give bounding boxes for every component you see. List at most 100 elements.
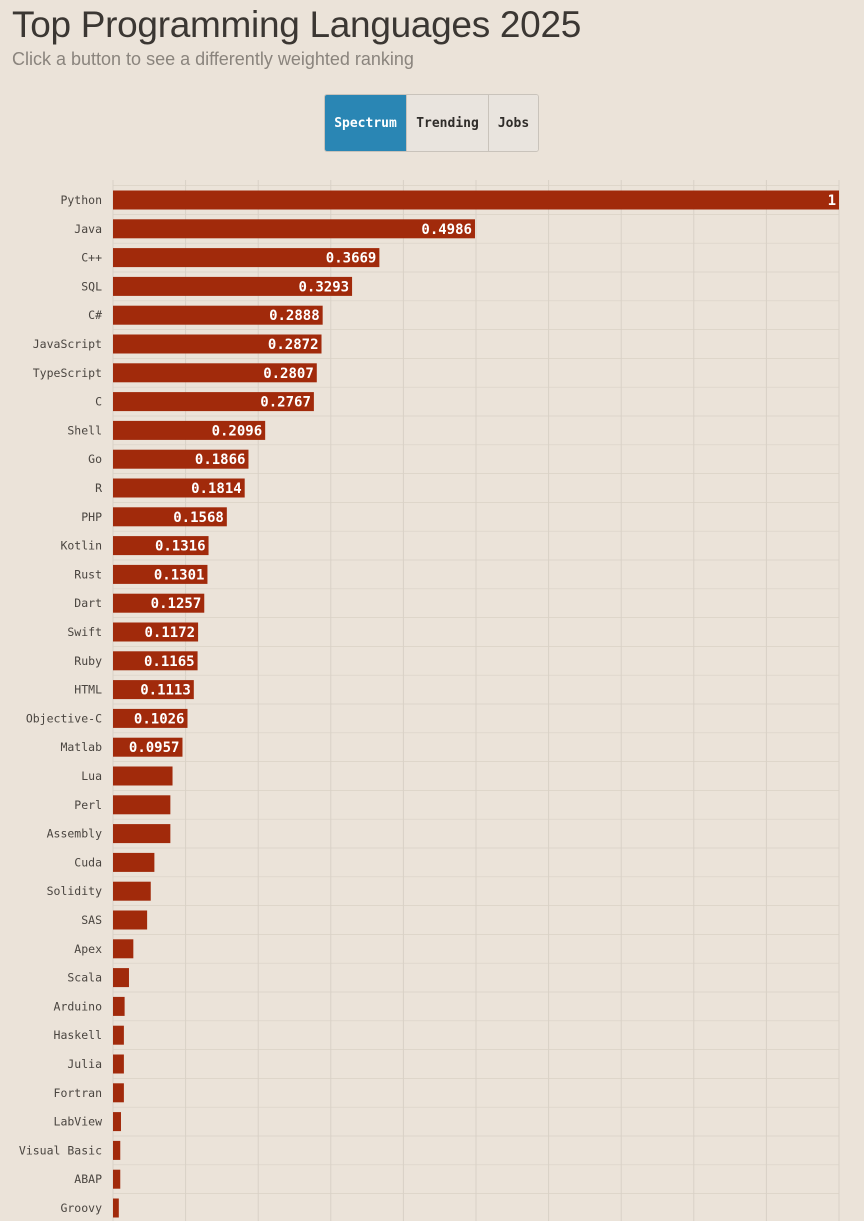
bar-row: SQL 0.3293 <box>81 276 353 296</box>
value-label: 0.1316 <box>155 539 206 555</box>
bar[interactable] <box>113 190 839 210</box>
bar[interactable] <box>113 968 129 988</box>
category-label: C++ <box>81 251 102 265</box>
bar-row: Dart 0.1257 <box>74 593 205 613</box>
value-label: 0.3293 <box>298 279 349 295</box>
value-label: 0.2767 <box>260 395 311 411</box>
bar-row: Ruby 0.1165 <box>74 651 198 671</box>
category-label: Solidity <box>47 884 102 898</box>
category-label: Apex <box>74 942 102 956</box>
value-label: 0.0957 <box>129 740 180 756</box>
spectrum-button[interactable]: Spectrum <box>325 95 407 151</box>
bar[interactable] <box>113 1140 121 1160</box>
bar[interactable] <box>113 737 183 757</box>
value-label: 1 <box>828 193 836 209</box>
value-label: 0.2096 <box>212 423 263 439</box>
value-label: 0.1165 <box>144 654 195 670</box>
category-label: Fortran <box>54 1086 102 1100</box>
bar-row: Groovy <box>60 1198 119 1218</box>
bar[interactable] <box>113 478 245 498</box>
value-label: 0.1301 <box>154 567 205 583</box>
bar-row: C++ 0.3669 <box>81 248 380 268</box>
category-label: C <box>95 395 102 409</box>
bar[interactable] <box>113 622 199 642</box>
category-label: SQL <box>81 279 102 293</box>
bar[interactable] <box>113 363 317 383</box>
bar-row: TypeScript 0.2807 <box>33 363 317 383</box>
chart-bars: Python 1 Java 0.4986 C++ 0.3669 SQL 0.3293 C# 0.2… <box>19 190 839 1218</box>
bar[interactable] <box>113 651 198 671</box>
bar[interactable] <box>113 1169 121 1189</box>
bar-row: Visual Basic <box>19 1140 121 1160</box>
value-label: 0.1172 <box>145 625 196 641</box>
category-label: JavaScript <box>33 337 102 351</box>
value-label: 0.1568 <box>173 510 224 526</box>
category-label: ABAP <box>74 1172 102 1186</box>
category-label: Haskell <box>54 1028 102 1042</box>
bar[interactable] <box>113 276 353 296</box>
bar[interactable] <box>113 708 188 728</box>
category-label: Julia <box>67 1057 102 1071</box>
category-label: Arduino <box>54 999 103 1013</box>
bar[interactable] <box>113 334 322 354</box>
page-title: Top Programming Languages 2025 <box>12 4 581 45</box>
bar[interactable] <box>113 564 208 584</box>
chart-grid <box>112 180 840 1221</box>
bar[interactable] <box>113 824 171 844</box>
category-label: Dart <box>74 596 102 610</box>
category-label: SAS <box>81 913 102 927</box>
bar[interactable] <box>113 996 125 1016</box>
bar[interactable] <box>113 1112 121 1132</box>
bar[interactable] <box>113 680 194 700</box>
value-label: 0.2888 <box>269 308 320 324</box>
category-label: R <box>95 481 102 495</box>
bar[interactable] <box>113 536 209 556</box>
value-label: 0.1026 <box>134 711 185 727</box>
bar[interactable] <box>113 795 171 815</box>
category-label: Scala <box>67 971 102 985</box>
trending-button[interactable]: Trending <box>407 95 489 151</box>
bar[interactable] <box>113 420 266 440</box>
bar[interactable] <box>113 593 205 613</box>
bar-row: R 0.1814 <box>95 478 245 498</box>
bar[interactable] <box>113 392 314 412</box>
category-label: TypeScript <box>33 366 102 380</box>
bar[interactable] <box>113 1054 124 1074</box>
category-label: C# <box>88 308 102 322</box>
bar[interactable] <box>113 881 151 901</box>
bar-row: Go 0.1866 <box>88 449 249 469</box>
bar[interactable] <box>113 449 249 469</box>
value-label: 0.2807 <box>263 366 314 382</box>
value-label: 0.2872 <box>268 337 319 353</box>
bar-row: HTML 0.1113 <box>74 680 194 700</box>
bar[interactable] <box>113 1025 124 1045</box>
bar-row: Apex <box>74 939 134 959</box>
category-label: Go <box>88 452 102 466</box>
bar-row: SAS <box>81 910 148 930</box>
bar[interactable] <box>113 507 227 527</box>
category-label: Assembly <box>47 827 102 841</box>
bar[interactable] <box>113 219 475 239</box>
category-label: HTML <box>74 683 102 697</box>
bar-row: Solidity <box>47 881 151 901</box>
category-label: Groovy <box>60 1201 102 1215</box>
bar[interactable] <box>113 852 155 872</box>
bar-row: Shell 0.2096 <box>67 420 266 440</box>
bar-row: Scala <box>67 968 129 988</box>
bar-row: LabView <box>54 1112 121 1132</box>
bar[interactable] <box>113 248 380 268</box>
bar-row: Lua <box>81 766 173 786</box>
jobs-button[interactable]: Jobs <box>489 95 538 151</box>
bar[interactable] <box>113 305 323 325</box>
bar[interactable] <box>113 910 148 930</box>
category-label: Swift <box>67 625 102 639</box>
bar-row: C 0.2767 <box>95 392 314 412</box>
bar[interactable] <box>113 1198 119 1218</box>
category-label: Perl <box>74 798 102 812</box>
category-label: Kotlin <box>60 539 102 553</box>
bar[interactable] <box>113 1083 124 1103</box>
category-label: Java <box>74 222 102 236</box>
bar[interactable] <box>113 939 134 959</box>
bar[interactable] <box>113 766 173 786</box>
bar-row: Rust 0.1301 <box>74 564 208 584</box>
